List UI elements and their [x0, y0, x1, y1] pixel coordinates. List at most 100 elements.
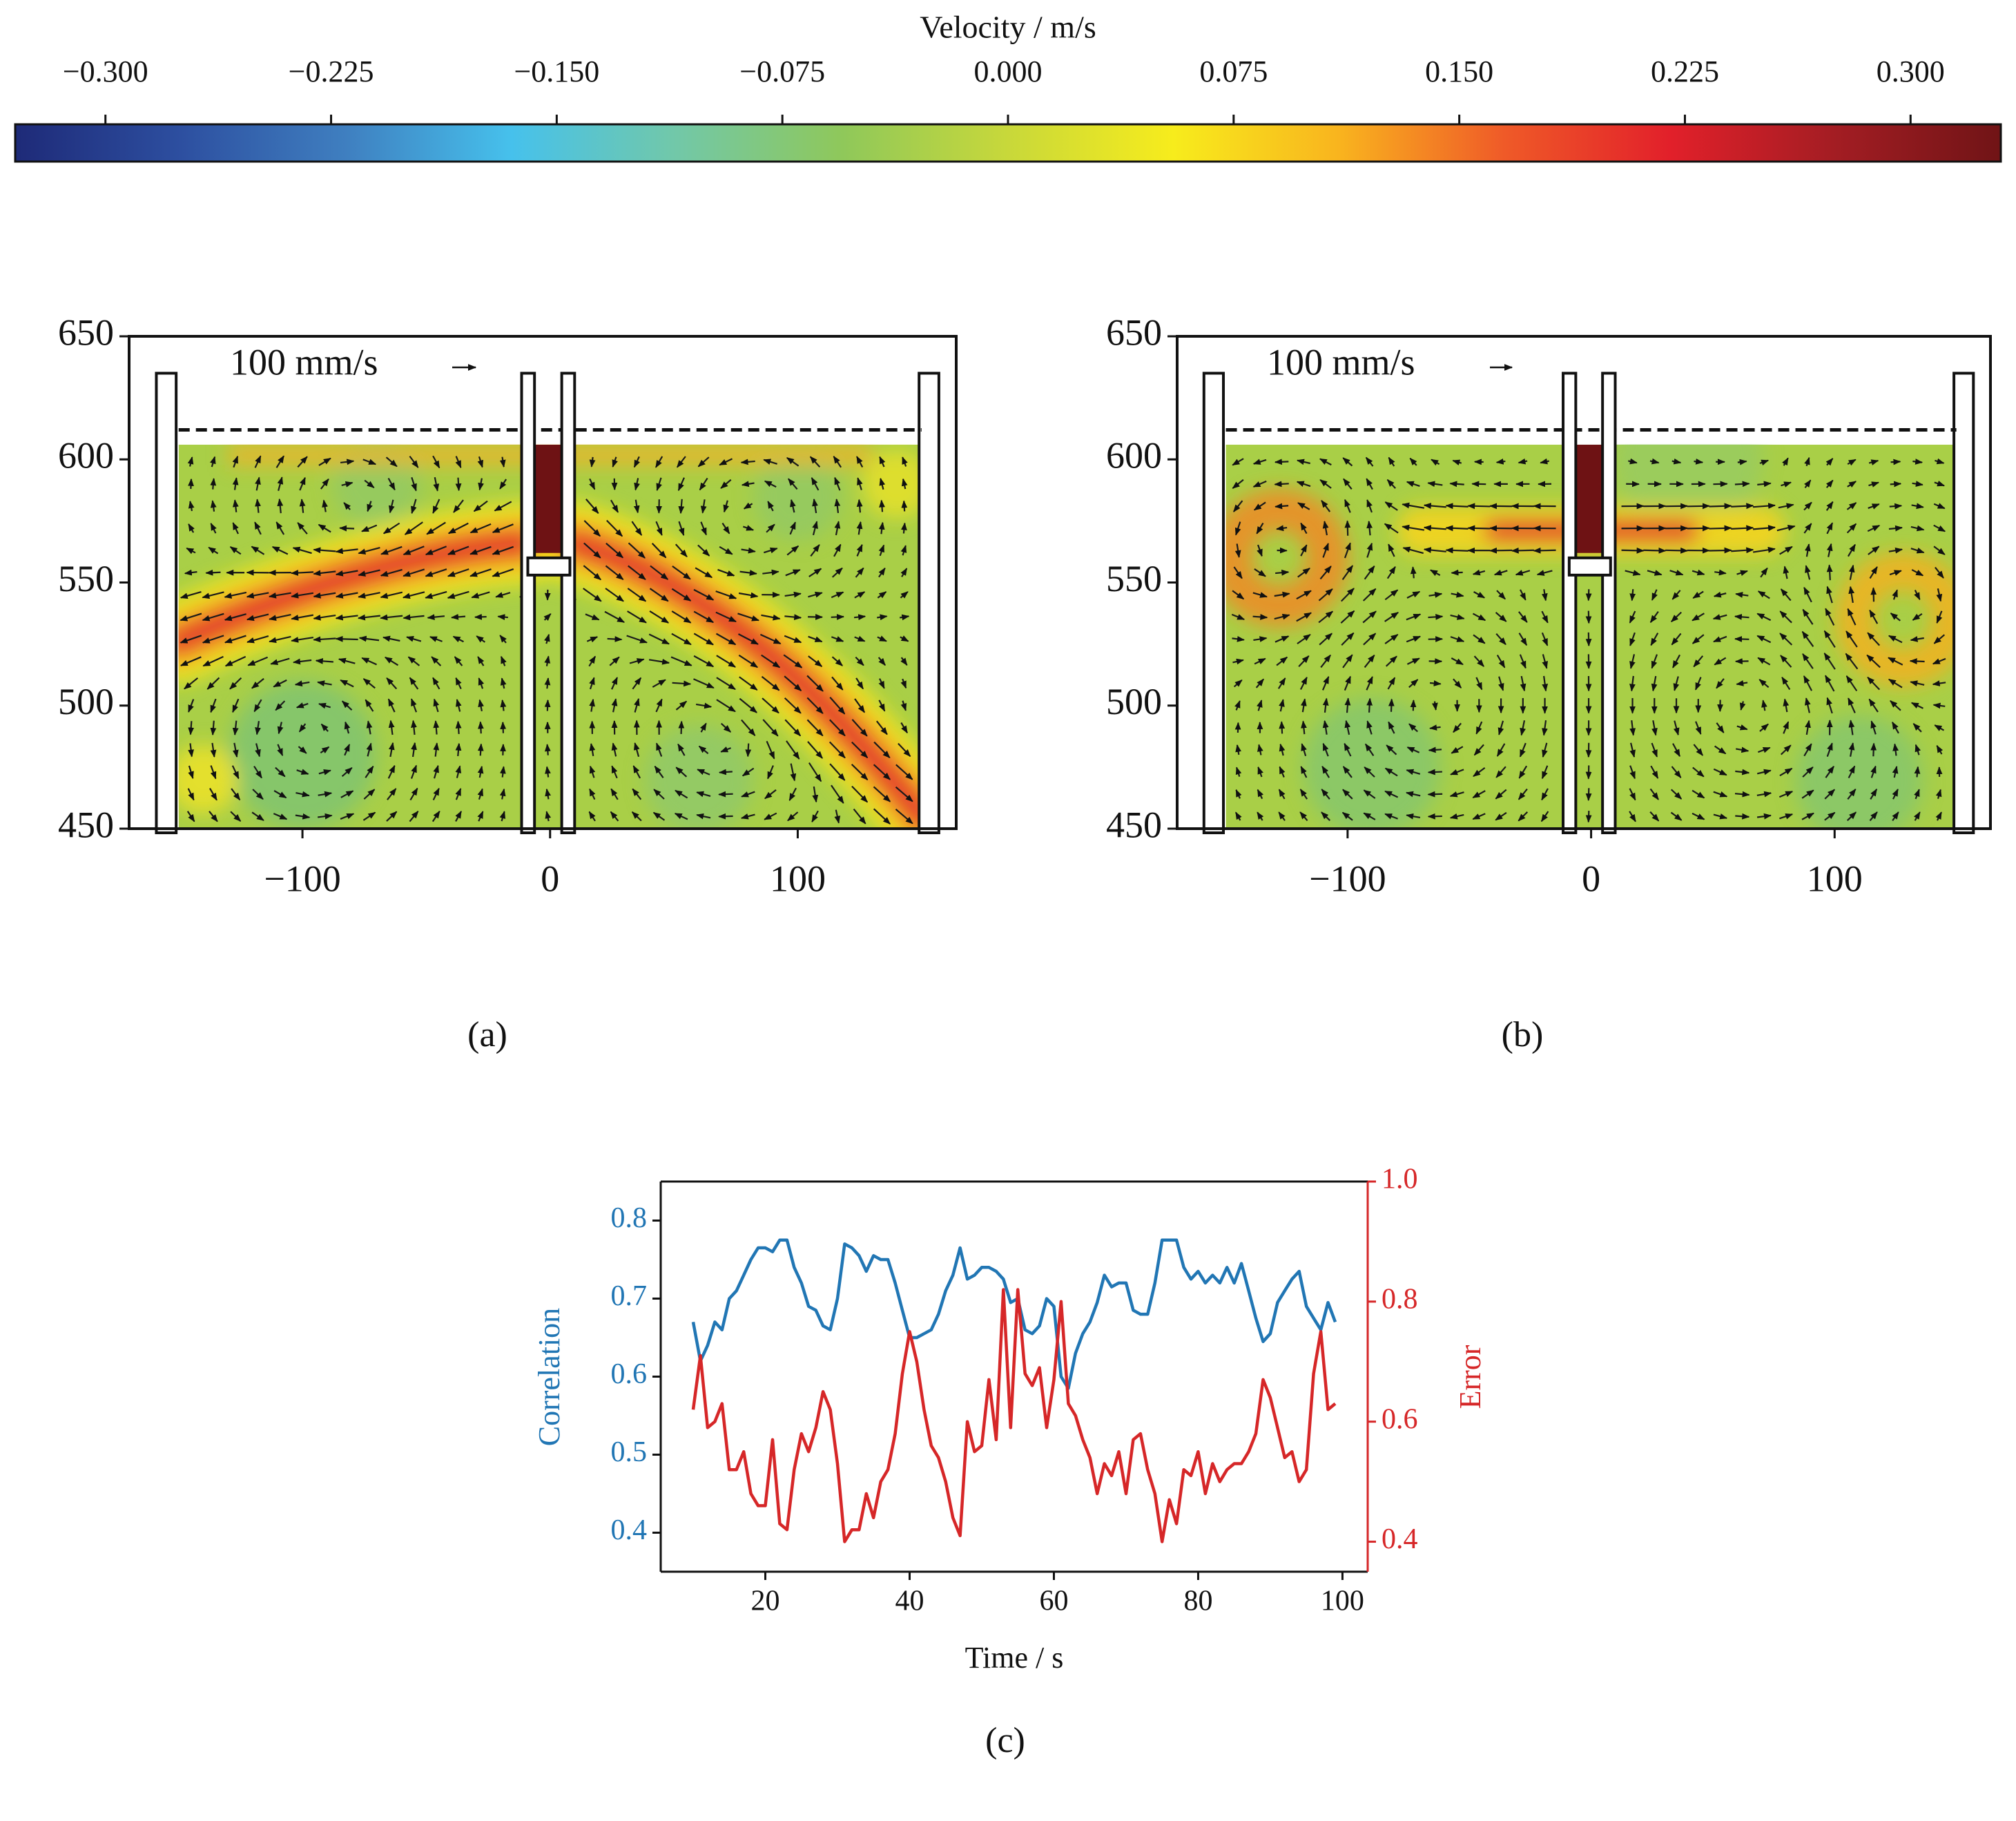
velocity-arrow — [675, 767, 688, 778]
velocity-arrow — [1252, 480, 1267, 488]
velocity-arrow — [186, 547, 196, 555]
velocity-arrow — [678, 499, 685, 514]
velocity-arrow — [873, 786, 891, 802]
velocity-arrow — [409, 787, 418, 801]
velocity-arrow — [1234, 521, 1241, 536]
velocity-arrow — [1650, 633, 1659, 646]
velocity-arrow — [1319, 479, 1332, 489]
x-tick-label: 60 — [1039, 1586, 1068, 1617]
velocity-arrow — [700, 499, 707, 514]
velocity-arrow — [1868, 459, 1879, 465]
velocity-arrow — [1825, 501, 1834, 511]
velocity-arrow — [652, 811, 666, 821]
velocity-arrow — [1847, 459, 1857, 466]
velocity-arrow — [232, 499, 239, 512]
velocity-arrow — [1845, 630, 1858, 648]
velocity-arrow — [1867, 524, 1881, 532]
velocity-arrow — [583, 520, 601, 537]
colorbar-tick-label: 0.150 — [1425, 55, 1493, 88]
velocity-arrow — [1847, 789, 1857, 800]
velocity-arrow — [447, 546, 469, 555]
velocity-arrow — [1892, 789, 1899, 800]
velocity-arrow — [834, 498, 841, 514]
velocity-arrow — [1451, 657, 1464, 666]
velocity-arrow — [380, 591, 403, 599]
velocity-arrow — [469, 568, 492, 577]
velocity-arrow — [1254, 568, 1266, 577]
velocity-arrow — [387, 764, 396, 779]
velocity-arrow — [545, 766, 551, 778]
velocity-arrow — [1366, 520, 1373, 536]
velocity-arrow — [851, 764, 869, 780]
velocity-arrow — [1471, 481, 1486, 488]
velocity-arrow — [808, 591, 823, 598]
velocity-arrow — [812, 786, 819, 803]
velocity-arrow — [1542, 720, 1548, 736]
velocity-arrow — [654, 765, 664, 778]
velocity-arrow — [1912, 723, 1922, 733]
velocity-arrow — [1384, 813, 1398, 820]
velocity-arrow — [1868, 503, 1880, 510]
velocity-arrow — [477, 765, 484, 778]
velocity-arrow — [232, 477, 239, 490]
velocity-arrow — [1756, 613, 1772, 622]
velocity-arrow — [895, 764, 913, 780]
velocity-arrow — [700, 521, 707, 536]
velocity-arrow — [1914, 789, 1920, 800]
velocity-arrow — [1848, 765, 1856, 779]
velocity-arrow — [1321, 675, 1330, 691]
velocity-arrow — [1672, 654, 1681, 668]
velocity-arrow — [1452, 459, 1462, 466]
velocity-arrow — [1279, 721, 1286, 734]
velocity-arrow — [1232, 500, 1243, 512]
velocity-arrow — [1889, 570, 1902, 576]
velocity-arrow — [720, 722, 731, 733]
velocity-arrow — [1826, 586, 1833, 604]
velocity-arrow — [1384, 501, 1398, 511]
velocity-arrow — [1629, 589, 1636, 601]
velocity-arrow — [1629, 654, 1636, 669]
velocity-arrow — [1322, 521, 1329, 536]
velocity-arrow — [1869, 609, 1879, 624]
velocity-arrow — [1890, 613, 1901, 622]
velocity-arrow — [454, 656, 463, 666]
velocity-arrow — [1299, 676, 1308, 691]
velocity-arrow — [1734, 481, 1750, 488]
velocity-arrow — [895, 808, 913, 825]
velocity-arrow — [764, 480, 777, 488]
velocity-arrow — [901, 522, 907, 534]
velocity-arrow — [1301, 743, 1307, 757]
velocity-arrow — [1431, 701, 1438, 711]
y-tick-label: 550 — [58, 558, 114, 599]
velocity-arrow — [1780, 655, 1792, 668]
velocity-arrow — [1776, 525, 1796, 532]
velocity-arrow — [1805, 543, 1811, 557]
velocity-arrow — [700, 722, 707, 733]
velocity-arrow — [385, 456, 398, 468]
velocity-arrow — [1408, 679, 1419, 688]
velocity-arrow — [1475, 721, 1483, 735]
velocity-arrow — [202, 591, 224, 599]
velocity-arrow — [764, 812, 777, 820]
velocity-arrow — [318, 791, 333, 798]
velocity-arrow — [1779, 633, 1793, 646]
velocity-arrow — [1804, 697, 1811, 713]
velocity-arrow — [273, 679, 287, 688]
mold-wall — [1601, 372, 1617, 834]
velocity-arrow — [1629, 788, 1636, 801]
velocity-arrow — [1364, 565, 1375, 580]
velocity-arrow — [232, 522, 239, 534]
velocity-arrow — [1344, 675, 1351, 691]
velocity-arrow — [1848, 697, 1856, 713]
velocity-arrow — [386, 677, 398, 690]
y-tick-label: 650 — [1106, 311, 1162, 353]
velocity-arrow — [627, 610, 647, 624]
velocity-arrow — [473, 500, 488, 512]
velocity-arrow — [1716, 722, 1725, 733]
velocity-arrow — [1672, 743, 1680, 758]
velocity-arrow — [1297, 633, 1311, 645]
velocity-arrow — [1665, 547, 1689, 554]
velocity-arrow — [699, 477, 708, 491]
velocity-arrow — [1301, 720, 1307, 735]
velocity-arrow — [1649, 811, 1660, 822]
